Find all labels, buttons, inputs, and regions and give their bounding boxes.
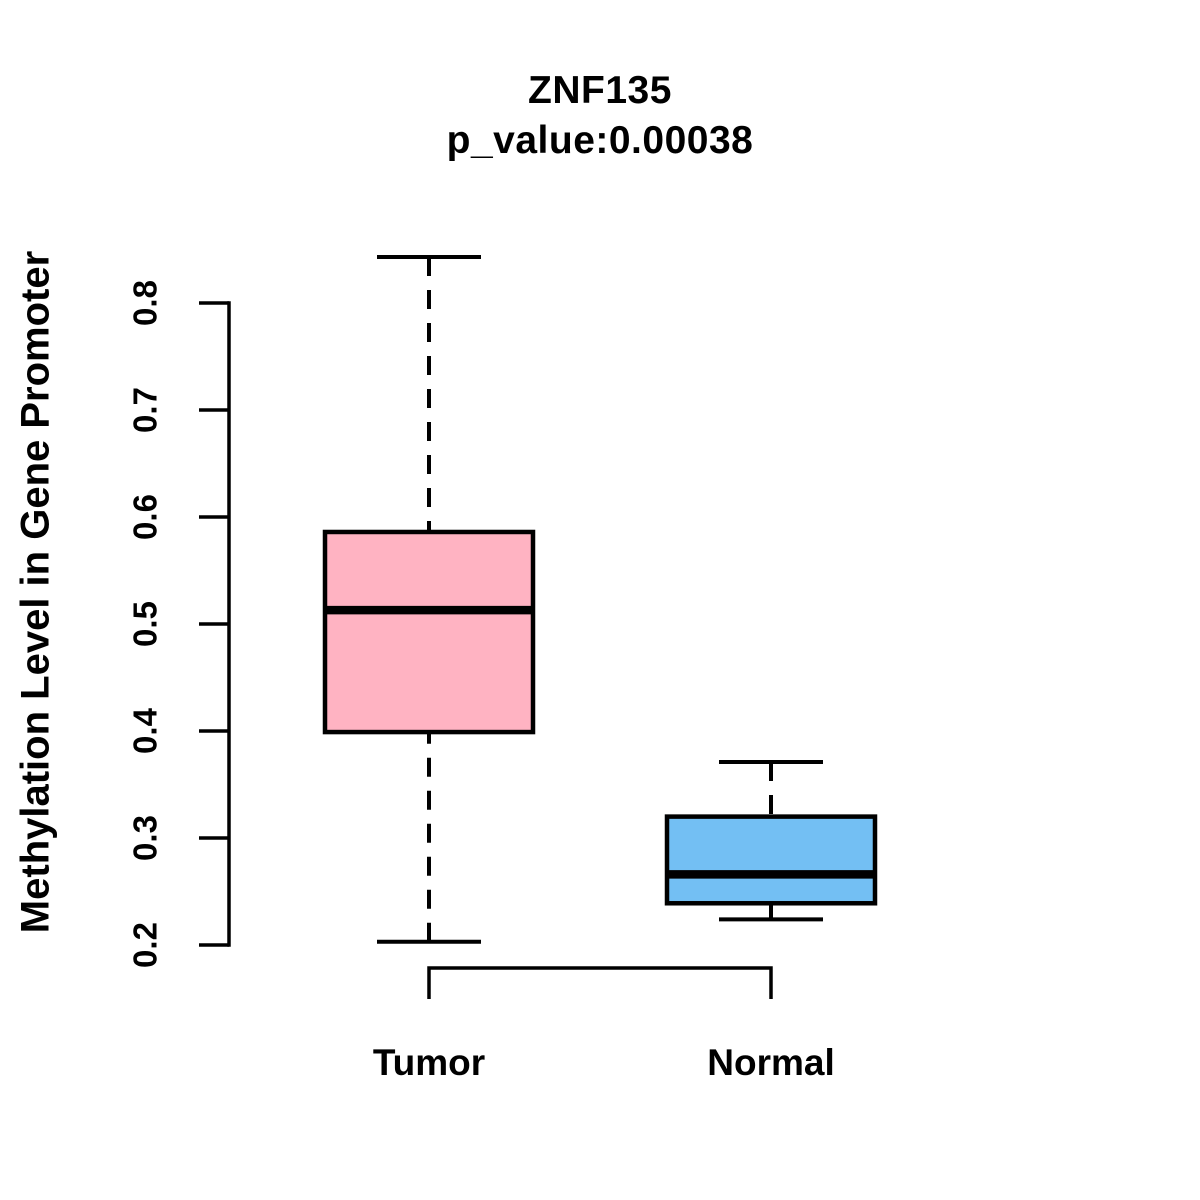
y-tick-label: 0.5 (127, 601, 164, 647)
x-category-label-tumor: Tumor (373, 1042, 485, 1083)
x-axis-bracket (427, 966, 773, 999)
chart-subtitle-pvalue: p_value:0.00038 (446, 119, 754, 162)
chart-title-block: ZNF135 p_value:0.00038 (0, 66, 1200, 166)
x-category-label-normal: Normal (707, 1042, 834, 1083)
chart-title: ZNF135 (528, 69, 672, 112)
y-tick-label: 0.4 (127, 707, 164, 754)
y-tick-label: 0.3 (127, 815, 164, 861)
normal-box (664, 814, 878, 906)
y-tick-label: 0.6 (127, 494, 164, 540)
y-tick-label: 0.7 (127, 387, 164, 433)
y-axis-label: Methylation Level in Gene Promoter (13, 250, 58, 934)
y-tick-label: 0.2 (127, 922, 164, 968)
tumor-box (322, 529, 536, 735)
y-tick-label: 0.8 (127, 280, 164, 326)
